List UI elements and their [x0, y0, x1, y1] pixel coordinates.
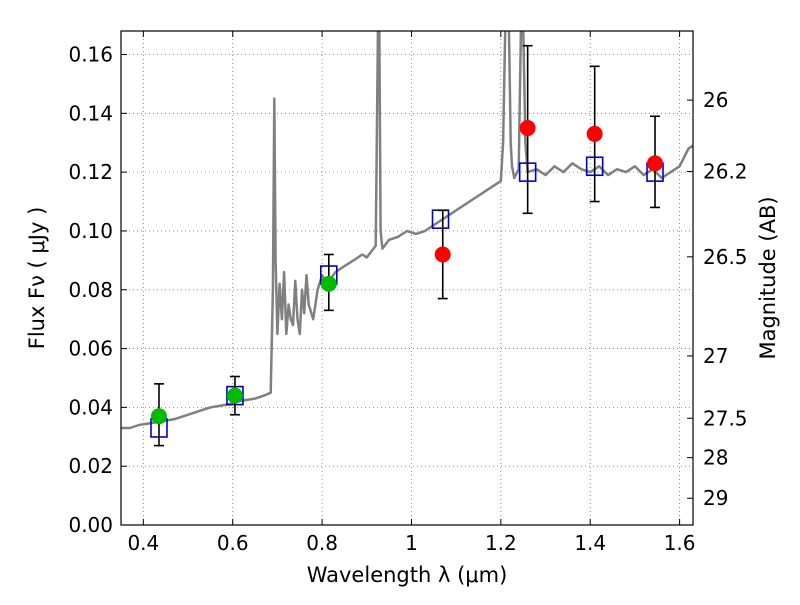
y-tick-label: 0.14 — [68, 101, 113, 125]
nir-point — [519, 120, 536, 137]
right-tick-label: 28 — [703, 446, 728, 470]
x-axis-title: Wavelength λ (μm) — [307, 563, 508, 587]
x-tick-label: 1.6 — [664, 531, 696, 555]
optical-point — [226, 387, 243, 404]
y-tick-label: 0.08 — [68, 278, 113, 302]
y-tick-label: 0.10 — [68, 219, 113, 243]
nir-point — [647, 155, 664, 172]
right-tick-label: 26 — [703, 88, 728, 112]
optical-point — [150, 408, 167, 425]
ticks: 0.4 0.6 0.8 1 1.2 1.4 1.6 0.00 0.02 0.04 0.06 0.08 0… — [68, 31, 748, 555]
right-tick-label: 27 — [703, 344, 728, 368]
nir-point — [434, 246, 451, 263]
y-tick-label: 0.06 — [68, 337, 113, 361]
x-tick-label: 1.4 — [574, 531, 606, 555]
y-axis-title: Flux Fν ( μJy ) — [25, 207, 49, 350]
nir-point — [586, 125, 603, 142]
x-tick-label: 1 — [405, 531, 418, 555]
y-tick-label: 0.12 — [68, 160, 113, 184]
plot-area — [121, 31, 693, 430]
x-tick-label: 0.8 — [306, 531, 338, 555]
x-tick-label: 1.2 — [485, 531, 517, 555]
y-tick-label: 0.16 — [68, 43, 113, 67]
x-tick-label: 0.6 — [217, 531, 249, 555]
right-tick-label: 27.5 — [703, 406, 748, 430]
right-tick-label: 26.5 — [703, 245, 748, 269]
spectrum-line — [121, 31, 693, 430]
y-tick-label: 0.02 — [68, 454, 113, 478]
y-tick-label: 0.00 — [68, 513, 113, 537]
optical-point — [320, 275, 337, 292]
markers — [150, 44, 664, 447]
right-axis-title: Magnitude (AB) — [756, 196, 780, 359]
right-tick-label: 29 — [703, 486, 728, 510]
plot-frame — [120, 30, 694, 526]
y-tick-label: 0.04 — [68, 395, 113, 419]
x-tick-label: 0.4 — [127, 531, 159, 555]
right-tick-label: 26.2 — [703, 160, 748, 184]
